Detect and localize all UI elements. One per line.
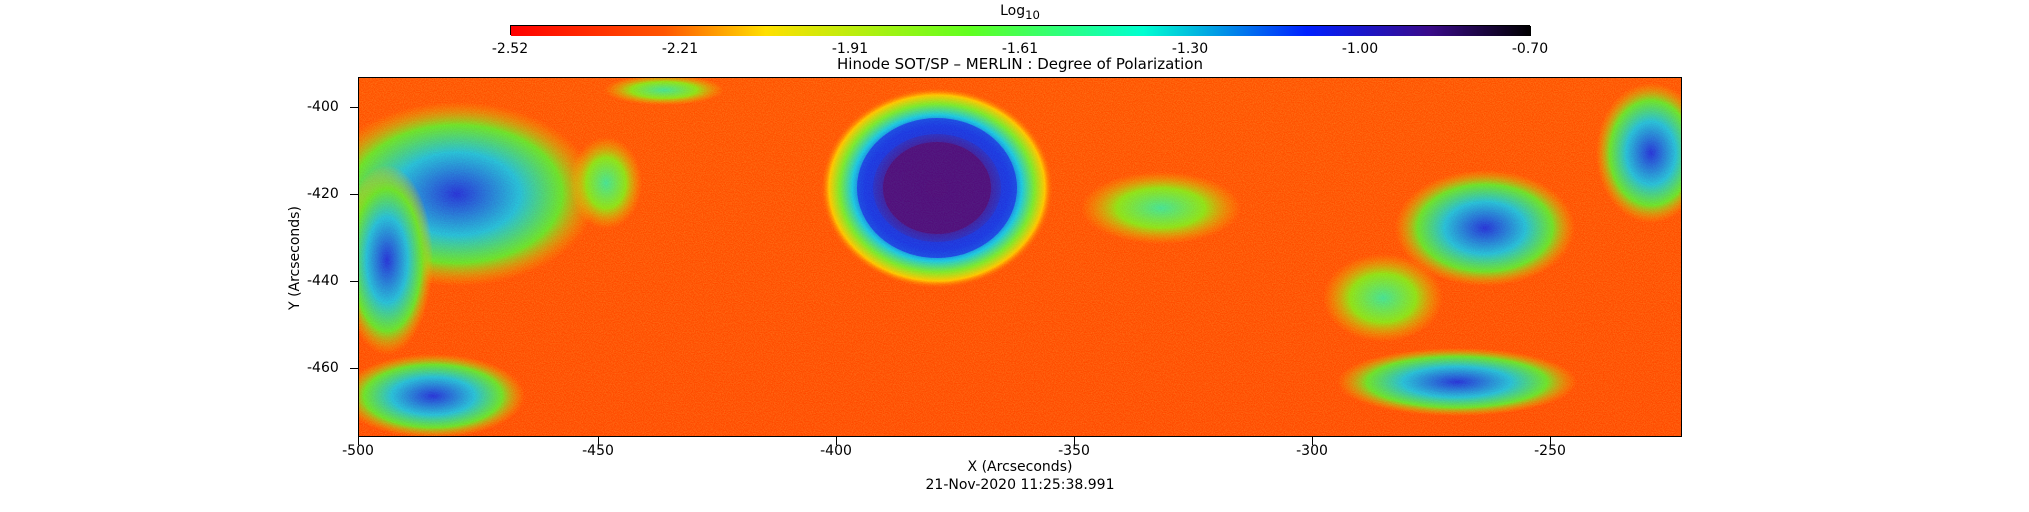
x-tick-6 — [1550, 437, 1551, 445]
y-tick-label-3: -440 — [307, 273, 339, 289]
y-tick-2 — [350, 194, 358, 195]
y-tick-label-4: -460 — [307, 360, 339, 376]
colorbar-tick-2: -2.21 — [661, 41, 699, 57]
plot-title: Hinode SOT/SP – MERLIN : Degree of Polar… — [837, 55, 1203, 73]
colorbar-tick-6: -1.00 — [1341, 41, 1379, 57]
colorbar-tick-3: -1.91 — [831, 41, 869, 57]
y-tick-label-2: -420 — [307, 186, 339, 202]
y-axis-label: Y (Arcseconds) — [287, 206, 303, 310]
x-tick-1 — [358, 437, 359, 445]
colorbar-tick-4: -1.61 — [1001, 41, 1039, 57]
x-tick-label-6: -250 — [1534, 443, 1566, 459]
colorbar-label: Log10 — [1000, 4, 1040, 21]
x-tick-3 — [836, 437, 837, 445]
x-tick-label-1: -500 — [342, 443, 374, 459]
colorbar — [510, 25, 1531, 36]
colorbar-gradient — [511, 26, 1531, 36]
y-tick-label-1: -400 — [307, 99, 339, 115]
x-tick-5 — [1312, 437, 1313, 445]
x-axis-label: X (Arcseconds) — [967, 459, 1073, 475]
x-tick-4 — [1074, 437, 1075, 445]
y-tick-4 — [350, 368, 358, 369]
colorbar-label-main: Log — [1000, 3, 1026, 19]
x-tick-label-4: -350 — [1058, 443, 1090, 459]
colorbar-label-sub: 10 — [1025, 7, 1040, 22]
y-tick-1 — [350, 107, 358, 108]
y-tick-3 — [350, 281, 358, 282]
x-tick-2 — [598, 437, 599, 445]
colorbar-tick-5: -1.30 — [1171, 41, 1209, 57]
colorbar-tick-7: -0.70 — [1511, 41, 1549, 57]
colorbar-tick-1: -2.52 — [491, 41, 529, 57]
timestamp: 21-Nov-2020 11:25:38.991 — [925, 477, 1115, 493]
x-tick-label-5: -300 — [1296, 443, 1328, 459]
degree-of-polarization-map — [358, 77, 1682, 437]
polarization-map-image — [359, 78, 1681, 436]
x-tick-label-2: -450 — [582, 443, 614, 459]
x-tick-label-3: -400 — [820, 443, 852, 459]
